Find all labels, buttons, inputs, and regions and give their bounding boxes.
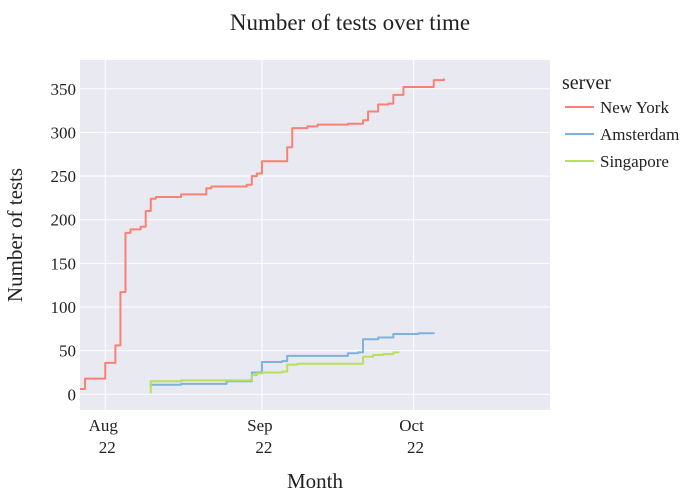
y-tick-label: 150 bbox=[51, 254, 77, 273]
y-tick-label: 200 bbox=[51, 211, 77, 230]
legend: New York Amsterdam Singapore bbox=[565, 98, 679, 171]
x-axis-title: Month bbox=[287, 469, 344, 493]
legend-title: server bbox=[562, 72, 611, 94]
plot-area bbox=[80, 60, 550, 410]
y-tick-label: 50 bbox=[59, 342, 76, 361]
y-tick-label: 0 bbox=[68, 385, 77, 404]
y-tick-label: 100 bbox=[51, 298, 77, 317]
series-lines bbox=[80, 78, 445, 394]
series-line-new-york bbox=[80, 78, 445, 391]
legend-label-singapore: Singapore bbox=[600, 152, 669, 171]
x-tick-month: Sep bbox=[247, 416, 273, 435]
legend-label-new-york: New York bbox=[600, 98, 669, 117]
x-axis-ticks: Aug 22 Sep 22 Oct 22 bbox=[89, 416, 424, 457]
y-tick-label: 250 bbox=[51, 167, 77, 186]
x-tick-month: Aug bbox=[89, 416, 119, 435]
series-line-singapore bbox=[149, 351, 400, 394]
chart-title: Number of tests over time bbox=[230, 10, 470, 35]
y-axis-title: Number of tests bbox=[3, 168, 27, 302]
y-axis-ticks: 0 50 100 150 200 250 300 350 bbox=[51, 80, 77, 404]
x-tick-month: Oct bbox=[399, 416, 424, 435]
grid-lines bbox=[80, 60, 550, 410]
y-tick-label: 350 bbox=[51, 80, 77, 99]
x-tick-year: 22 bbox=[99, 438, 116, 457]
legend-label-amsterdam: Amsterdam bbox=[600, 125, 679, 144]
x-tick-year: 22 bbox=[255, 438, 272, 457]
x-tick-year: 22 bbox=[407, 438, 424, 457]
y-tick-label: 300 bbox=[51, 123, 77, 142]
